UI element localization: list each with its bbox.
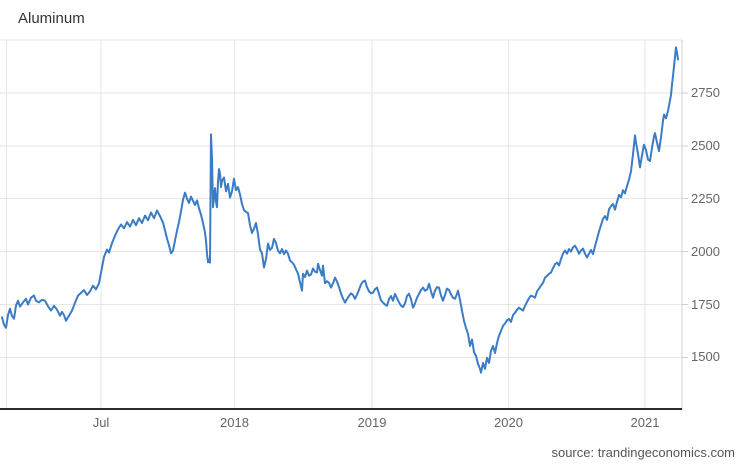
- y-tick-label: 2500: [691, 137, 720, 153]
- x-tick-label: Jul: [92, 415, 110, 430]
- y-tick-label: 2250: [691, 190, 720, 206]
- chart-title: Aluminum: [18, 10, 85, 27]
- y-tick-label: 2000: [691, 243, 720, 259]
- x-tick-label: 2019: [357, 415, 387, 430]
- x-tick-label: 2020: [494, 415, 523, 430]
- x-tick-label: 2021: [630, 415, 660, 430]
- source-note: source: trandingeconomics.com: [551, 445, 735, 460]
- y-tick-label: 1750: [691, 296, 720, 312]
- price-line: [1, 46, 679, 374]
- x-tick-label: 2018: [220, 415, 249, 430]
- y-tick-label: 2750: [691, 84, 720, 100]
- y-tick-label: 1500: [691, 349, 720, 365]
